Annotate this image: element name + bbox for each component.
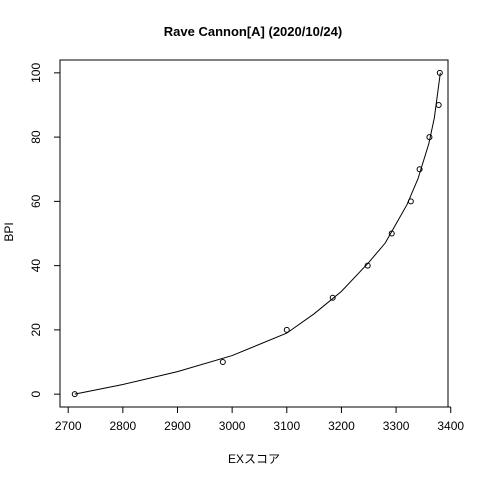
x-tick-label: 3300: [383, 419, 410, 433]
x-axis-label: EXスコア: [228, 452, 280, 466]
data-point: [71, 391, 78, 398]
fit-curve-line: [74, 72, 441, 395]
x-tick-label: 3400: [437, 419, 464, 433]
x-tick-label: 3200: [328, 419, 355, 433]
x-tick-label: 2800: [109, 419, 136, 433]
y-tick-label: 80: [29, 130, 43, 144]
y-tick-label: 20: [29, 323, 43, 337]
y-axis-label: BPI: [2, 222, 16, 241]
y-tick-label: 0: [29, 390, 43, 397]
data-point: [416, 166, 423, 173]
data-point: [329, 294, 336, 301]
data-point: [388, 230, 395, 237]
fit-curve-layer: [74, 72, 441, 395]
y-tick-label: 100: [29, 63, 43, 83]
data-point: [435, 101, 442, 108]
x-tick-label: 3100: [273, 419, 300, 433]
data-point: [283, 326, 290, 333]
chart-title: Rave Cannon[A] (2020/10/24): [164, 24, 342, 39]
y-tick-label: 40: [29, 259, 43, 273]
data-points-layer: [71, 69, 443, 398]
y-axis: 0 20 40 60 80 100: [29, 63, 61, 397]
x-tick-label: 2700: [55, 419, 82, 433]
data-point: [407, 198, 414, 205]
data-point: [219, 359, 226, 366]
x-axis: 2700 2800 2900 3000 3100 3200 3300 3400: [55, 406, 464, 433]
data-point: [426, 134, 433, 141]
y-tick-label: 60: [29, 194, 43, 208]
data-point: [364, 262, 371, 269]
x-tick-label: 3000: [219, 419, 246, 433]
data-point: [436, 69, 443, 76]
x-tick-label: 2900: [164, 419, 191, 433]
